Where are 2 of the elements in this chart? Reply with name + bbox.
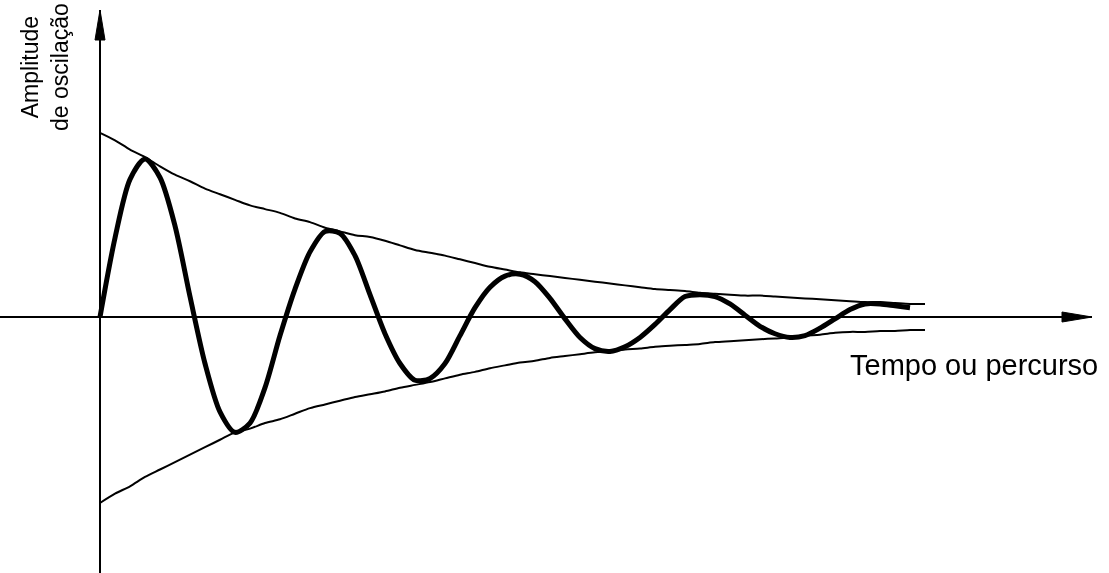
y-axis-title: Amplitude de oscilação [17, 3, 73, 131]
x-axis-title: Tempo ou percurso [850, 349, 1099, 381]
